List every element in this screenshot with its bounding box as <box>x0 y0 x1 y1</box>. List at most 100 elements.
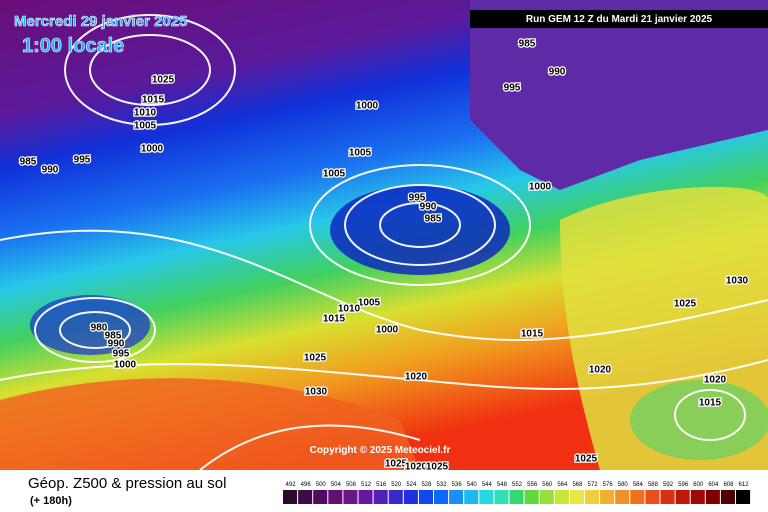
colorbar-swatch <box>585 490 600 504</box>
isobar-label: 1000 <box>114 360 137 371</box>
colorbar-swatch <box>313 490 328 504</box>
footer-title: Géop. Z500 & pression au sol <box>28 475 226 492</box>
colorbar-label: 608 <box>723 482 734 488</box>
colorbar-swatch <box>388 490 403 504</box>
colorbar-label: 580 <box>618 482 629 488</box>
colorbar-label: 492 <box>286 482 297 488</box>
colorbar-swatch <box>675 490 690 504</box>
colorbar-label: 556 <box>527 482 538 488</box>
colorbar-swatch <box>615 490 630 504</box>
field-south-west <box>0 378 420 470</box>
colorbar-swatch <box>434 490 449 504</box>
colorbar-swatch <box>524 490 539 504</box>
colorbar-swatch <box>645 490 660 504</box>
colorbar-swatch <box>283 490 298 504</box>
colorbar-label: 600 <box>693 482 704 488</box>
colorbar-label: 536 <box>452 482 463 488</box>
colorbar-swatch <box>720 490 735 504</box>
isobar-label: 1000 <box>376 325 399 336</box>
colorbar-label: 596 <box>678 482 689 488</box>
isobar-label: 1020 <box>589 365 612 376</box>
colorbar-swatch <box>705 490 720 504</box>
isobar-label: 1020 <box>704 375 727 386</box>
colorbar-label: 544 <box>482 482 493 488</box>
isobar-label: 985 <box>425 214 442 225</box>
isobar-label: 980 <box>91 323 108 334</box>
isobar-label: 1015 <box>142 95 165 106</box>
isobars <box>0 14 768 471</box>
colorbar-swatch <box>509 490 524 504</box>
colorbar-swatch <box>600 490 615 504</box>
colorbar-label: 508 <box>346 482 357 488</box>
isobar-label: 1000 <box>356 101 379 112</box>
colorbar-swatch <box>328 490 343 504</box>
isobar-label: 995 <box>409 193 426 204</box>
colorbar-label: 524 <box>406 482 417 488</box>
colorbar-label: 504 <box>331 482 342 488</box>
colorbar-swatch <box>554 490 569 504</box>
colorbar-swatch <box>736 490 751 504</box>
isobar-label: 990 <box>549 67 566 78</box>
colorbar-swatch <box>449 490 464 504</box>
colorbar-label: 496 <box>301 482 312 488</box>
colorbar-swatch <box>373 490 388 504</box>
run-info: Run GEM 12 Z du Mardi 21 janvier 2025 <box>526 14 713 25</box>
colorbar-label: 584 <box>633 482 644 488</box>
isobar-label: 1010 <box>338 304 361 315</box>
colorbar-swatch <box>569 490 584 504</box>
colorbar-swatch <box>630 490 645 504</box>
colorbar-label: 532 <box>437 482 448 488</box>
colorbar-label: 560 <box>542 482 553 488</box>
colorbar-label: 568 <box>572 482 583 488</box>
colorbar-label: 500 <box>316 482 327 488</box>
colorbar-swatch <box>660 490 675 504</box>
colorbar-swatch <box>343 490 358 504</box>
colorbar-label: 528 <box>421 482 432 488</box>
footer-lead: (+ 180h) <box>30 495 72 507</box>
isobar-label: 1005 <box>134 121 157 132</box>
colorbar-label: 576 <box>603 482 614 488</box>
colorbar-swatch <box>464 490 479 504</box>
colorbar-swatch <box>418 490 433 504</box>
isobar-label: 1020 <box>405 462 428 473</box>
colorbar-label: 552 <box>512 482 523 488</box>
isobar-label: 1005 <box>358 298 381 309</box>
colorbar-label: 564 <box>557 482 568 488</box>
colorbar-swatch <box>358 490 373 504</box>
isobar-label: 995 <box>504 83 521 94</box>
colorbar-swatch <box>403 490 418 504</box>
field-north-east <box>470 0 768 190</box>
copyright: Copyright © 2025 Meteociel.fr <box>310 445 451 456</box>
isobar-label: 1030 <box>305 387 328 398</box>
low-west <box>30 295 150 355</box>
run-banner <box>470 10 768 28</box>
colorbar-label: 588 <box>648 482 659 488</box>
isobar-label: 1005 <box>323 169 346 180</box>
isobar-label: 990 <box>108 339 125 350</box>
isobar-label: 985 <box>20 157 37 168</box>
colorbar-label: 604 <box>708 482 719 488</box>
colorbar-label: 540 <box>467 482 478 488</box>
colorbar-swatch <box>479 490 494 504</box>
colorbar-label: 512 <box>361 482 372 488</box>
isobar-label: 995 <box>113 349 130 360</box>
colorbar-label: 592 <box>663 482 674 488</box>
isobar-label: 1025 <box>426 462 449 473</box>
colorbar-swatch <box>690 490 705 504</box>
isobar-label: 985 <box>519 39 536 50</box>
isobar-label: 995 <box>74 155 91 166</box>
isobar-label: 990 <box>420 202 437 213</box>
isobar-label: 1025 <box>152 75 175 86</box>
isobar-label: 1020 <box>405 372 428 383</box>
colorbar-swatch <box>494 490 509 504</box>
colorbar-swatch <box>539 490 554 504</box>
valid-time: 1:00 locale <box>22 35 124 57</box>
colorbar-label: 572 <box>588 482 599 488</box>
isobar-label: 985 <box>105 331 122 342</box>
isobar-label: 1015 <box>521 329 544 340</box>
isobar-label: 1015 <box>323 314 346 325</box>
valid-date: Mercredi 29 janvier 2025 <box>14 13 187 30</box>
colorbar-swatch <box>298 490 313 504</box>
isobar-label: 1025 <box>304 353 327 364</box>
